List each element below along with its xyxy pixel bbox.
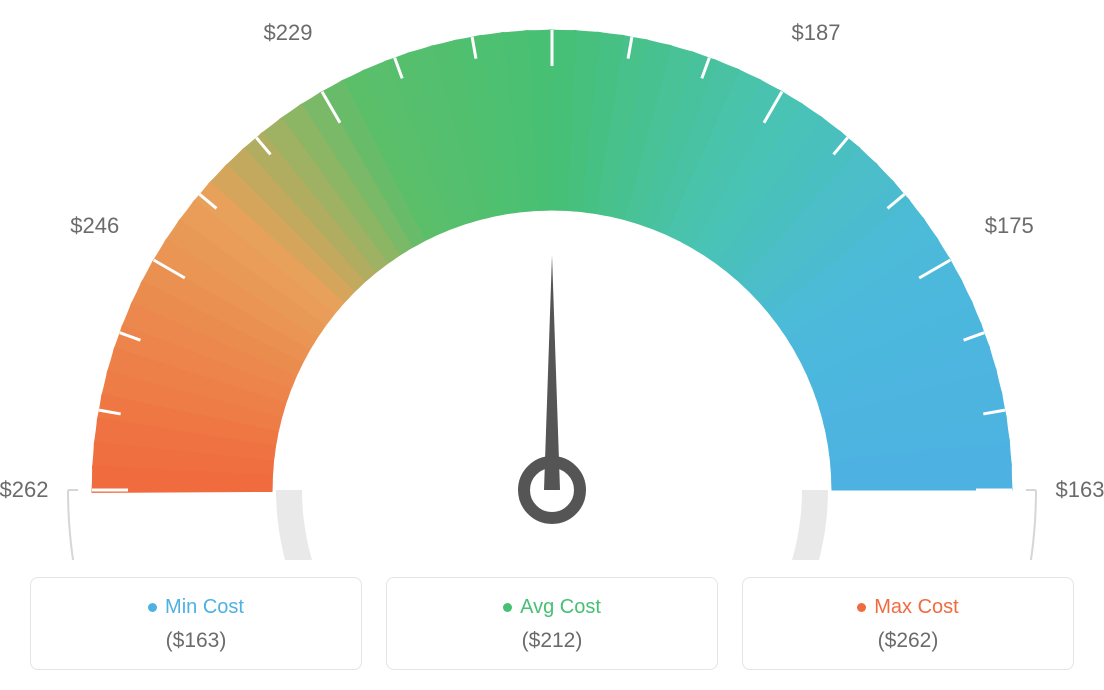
avg-cost-card: Avg Cost ($212) (386, 577, 718, 670)
gauge-tick-label: $163 (1056, 477, 1104, 503)
avg-cost-value: ($212) (407, 629, 697, 653)
summary-cards: Min Cost ($163) Avg Cost ($212) Max Cost… (30, 577, 1074, 670)
gauge-tick-label: $246 (70, 213, 119, 239)
gauge-tick-label: $262 (0, 477, 48, 503)
gauge-tick-label: $229 (264, 20, 313, 46)
max-dot (857, 603, 866, 612)
gauge-svg (0, 0, 1104, 560)
max-cost-value: ($262) (763, 629, 1053, 653)
cost-gauge: $163$175$187$212$229$246$262 (0, 0, 1104, 560)
avg-cost-title: Avg Cost (520, 596, 601, 619)
gauge-tick-label: $175 (985, 213, 1034, 239)
gauge-tick-label: $187 (792, 20, 841, 46)
min-cost-value: ($163) (51, 629, 341, 653)
max-cost-card: Max Cost ($262) (742, 577, 1074, 670)
min-dot (148, 603, 157, 612)
max-cost-title: Max Cost (874, 596, 958, 619)
min-cost-card: Min Cost ($163) (30, 577, 362, 670)
avg-dot (503, 603, 512, 612)
min-cost-title: Min Cost (165, 596, 244, 619)
